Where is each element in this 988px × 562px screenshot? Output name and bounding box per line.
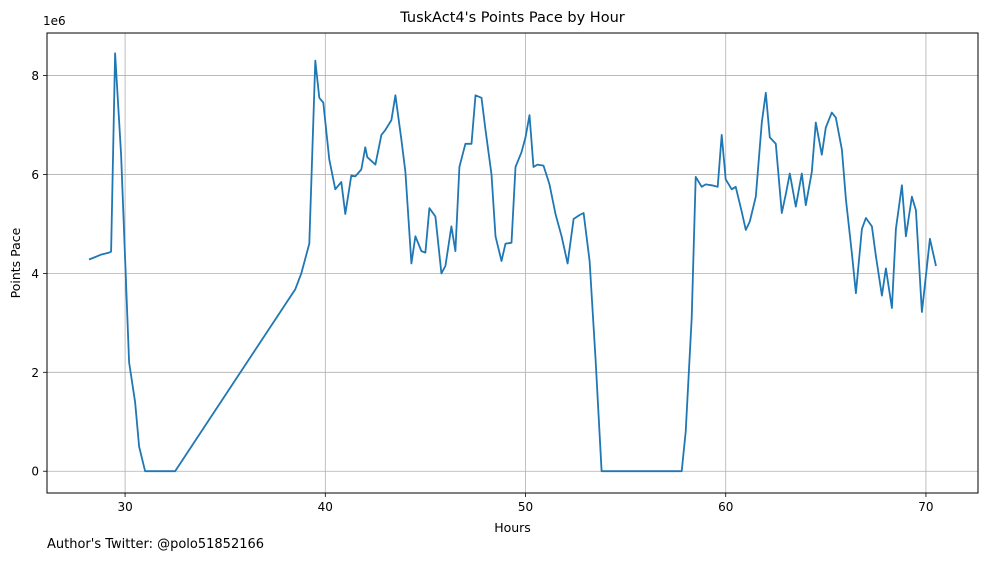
chart-title: TuskAct4's Points Pace by Hour — [399, 10, 624, 26]
x-tick-label: 50 — [518, 500, 533, 514]
author-credit: Author's Twitter: @polo51852166 — [47, 537, 265, 552]
y-tick-label: 6 — [31, 168, 39, 182]
y-tick-label: 2 — [31, 366, 39, 380]
y-tick-label: 8 — [31, 69, 39, 83]
y-axis-multiplier: 1e6 — [43, 14, 66, 28]
x-tick-label: 60 — [718, 500, 733, 514]
plot-frame — [46, 32, 979, 494]
gridlines — [47, 33, 978, 493]
x-tick-label: 70 — [918, 500, 933, 514]
x-axis-label: Hours — [494, 520, 531, 535]
y-axis-label: Points Pace — [8, 227, 23, 298]
y-tick-label: 4 — [31, 267, 39, 281]
y-tick-label: 0 — [31, 465, 39, 479]
x-tick-label: 30 — [117, 500, 132, 514]
x-tick-label: 40 — [318, 500, 333, 514]
series-line-points-pace — [88, 52, 937, 473]
axis-ticks: 30 40 50 60 70 0 2 4 6 8 — [31, 69, 933, 514]
